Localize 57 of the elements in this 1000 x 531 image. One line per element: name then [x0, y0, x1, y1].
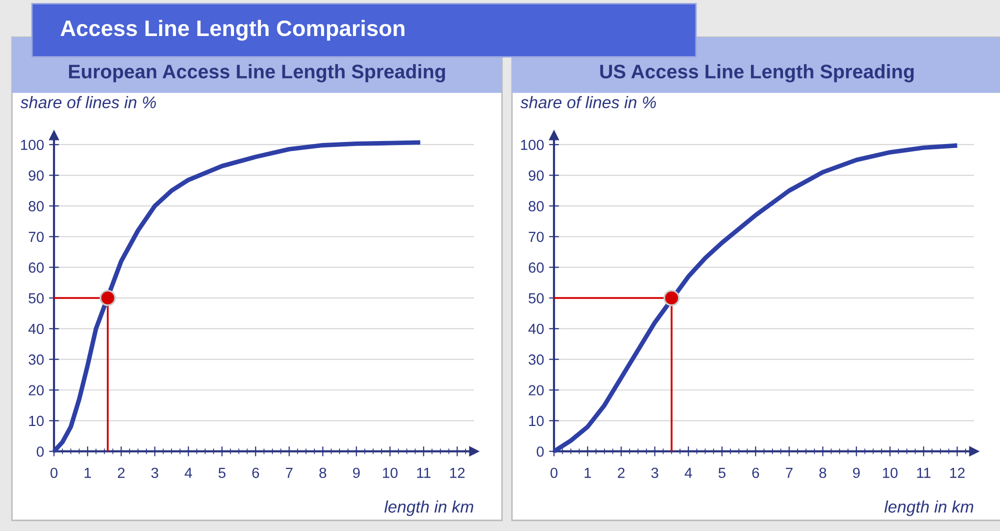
x-tick-label: 9: [353, 468, 360, 478]
y-tick-label: 70: [28, 232, 44, 242]
x-tick-label: 3: [651, 468, 658, 478]
x-tick-label: 3: [151, 468, 158, 478]
x-tick-label: 2: [118, 468, 125, 478]
x-tick-label: 11: [417, 468, 430, 478]
x-tick-label: 0: [550, 468, 558, 478]
line-series: [52, 140, 422, 454]
y-tick-label: 100: [521, 140, 544, 150]
y-tick-label: 60: [28, 262, 44, 273]
x-tick-label: 12: [450, 468, 465, 478]
x-tick-label: 5: [718, 468, 726, 478]
y-axis-title: share of lines in %: [520, 96, 656, 108]
x-axis-title: length in km: [884, 500, 974, 516]
x-tick-label: 11: [917, 468, 930, 478]
y-tick-label: 50: [28, 293, 44, 304]
y-tick-label: 10: [29, 416, 44, 426]
x-tick-label: 9: [853, 468, 860, 478]
y-tick-label: 20: [28, 385, 44, 396]
y-tick-label: 80: [28, 201, 44, 212]
y-tick-label: 10: [529, 416, 544, 426]
y-tick-label: 90: [28, 170, 44, 181]
y-tick-label: 30: [28, 354, 44, 365]
y-tick-label: 60: [528, 262, 544, 273]
y-tick-label: 70: [528, 232, 544, 242]
y-tick-label: 0: [536, 446, 544, 457]
y-axis-title: share of lines in %: [20, 96, 156, 108]
y-tick-label: 90: [528, 170, 544, 181]
x-tick-label: 7: [286, 468, 293, 478]
x-tick-label: 5: [218, 468, 226, 478]
y-tick-label: 30: [528, 354, 544, 365]
x-tick-label: 1: [584, 468, 591, 478]
x-tick-label: 4: [684, 468, 692, 478]
chart-title: European Access Line Length Spreading: [69, 64, 445, 82]
x-tick-label: 12: [950, 468, 965, 478]
x-tick-label: 10: [383, 468, 398, 478]
y-tick-label: 80: [528, 201, 544, 212]
x-tick-label: 0: [50, 468, 58, 478]
x-tick-label: 8: [319, 468, 326, 478]
y-tick-label: 40: [528, 324, 544, 334]
y-tick-label: 40: [28, 324, 44, 334]
x-tick-label: 2: [618, 468, 625, 478]
y-tick-label: 20: [528, 385, 544, 396]
line-series: [552, 143, 960, 454]
x-tick-label: 6: [752, 468, 760, 478]
x-tick-label: 7: [786, 468, 793, 478]
x-tick-label: 6: [252, 468, 260, 478]
chart-title: US Access Line Length Spreading: [600, 64, 914, 82]
x-tick-label: 4: [184, 468, 192, 478]
y-tick-label: 50: [528, 293, 544, 304]
x-axis-title: length in km: [384, 500, 474, 516]
y-tick-label: 0: [36, 446, 44, 457]
x-tick-label: 10: [883, 468, 898, 478]
y-tick-label: 100: [21, 140, 44, 150]
text: Access Line Length Comparison: [60, 20, 404, 41]
x-tick-label: 8: [819, 468, 826, 478]
x-tick-label: 1: [84, 468, 91, 478]
